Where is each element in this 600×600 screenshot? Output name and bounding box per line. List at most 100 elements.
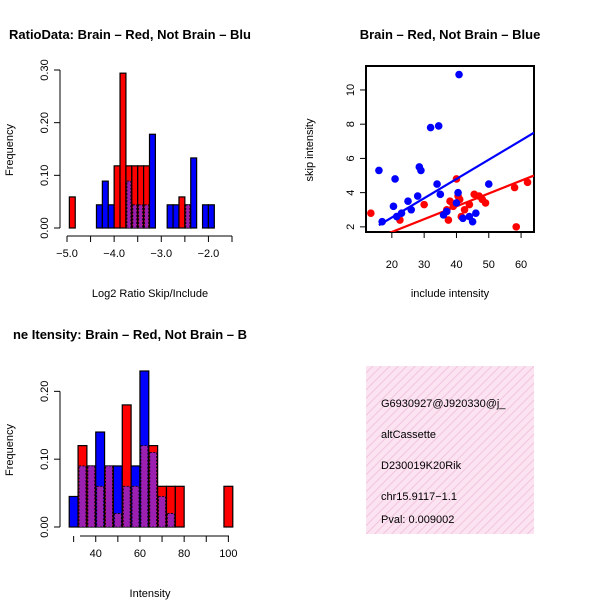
blue-point <box>417 166 425 175</box>
histogram-overlap-bar <box>140 445 149 528</box>
histogram-bar <box>166 204 174 229</box>
x-tick-label: −5.0 <box>56 248 78 260</box>
red-point <box>460 205 469 214</box>
blue-point <box>484 180 493 188</box>
x-tick-label: −2.0 <box>198 248 220 260</box>
blue-point <box>413 192 422 200</box>
histogram-bar <box>68 196 76 229</box>
histogram-bar <box>68 495 79 528</box>
y-tick-label: 0.10 <box>39 448 51 469</box>
ratio-histogram-xlabel: Log2 Ratio Skip/Include <box>92 288 208 300</box>
event-info-panel: G6930927@J920330@j_ altCassette D230019K… <box>366 366 534 534</box>
histogram-overlap-bar <box>114 513 122 528</box>
location-text: chr15.9117−1.1 <box>381 491 457 503</box>
histogram-bar <box>174 485 185 528</box>
y-tick-label: 2 <box>345 224 357 230</box>
x-tick-label: 40 <box>90 548 102 560</box>
red-point <box>523 178 532 187</box>
ratio-histogram-axes: 0.00 0.10 0.20 0.30 −5.0 −4.0 −3.0 −2.0 <box>39 59 233 260</box>
histogram-bar <box>201 204 210 229</box>
scatter-xlabel: include intensity <box>411 288 490 300</box>
blue-point <box>436 190 445 199</box>
histogram-overlap-bar <box>96 485 104 528</box>
red-point <box>420 200 428 209</box>
intensity-histogram-panel: ne Itensity: Brain – Red, Not Brain – B … <box>4 327 247 600</box>
y-tick-label: 8 <box>345 121 357 127</box>
red-point <box>367 209 375 217</box>
red-point <box>510 183 519 192</box>
blue-point <box>454 188 462 197</box>
x-tick-label: 30 <box>418 259 430 271</box>
histogram-bar <box>107 204 115 229</box>
histogram-bar <box>113 165 121 229</box>
scatter-plot-area: 20 30 40 50 60 2 4 6 8 10 <box>345 65 535 271</box>
histogram-overlap-bar <box>105 465 113 528</box>
histogram-overlap-bar <box>132 204 138 229</box>
y-tick-label: 0.30 <box>39 59 51 80</box>
histogram-bar <box>148 133 156 229</box>
red-point <box>444 216 453 224</box>
blue-point <box>459 214 467 223</box>
blue-point <box>433 180 441 188</box>
blue-point <box>397 209 406 217</box>
intensity-histogram-xlabel: Intensity <box>130 588 171 600</box>
blue-point <box>442 207 451 216</box>
histogram-overlap-bar <box>87 465 96 528</box>
histogram-overlap-bar <box>167 513 175 528</box>
histogram-bar <box>223 485 234 528</box>
blue-point <box>407 205 416 214</box>
blue-point <box>391 175 399 183</box>
blue-point <box>455 70 463 79</box>
blue-point <box>472 209 480 217</box>
event-info-background <box>366 366 534 534</box>
histogram-bar <box>119 72 127 229</box>
intensity-histogram-axes: 0.00 0.10 0.20 40 60 80 100 <box>39 381 238 560</box>
event-type-text: altCassette <box>381 429 436 441</box>
ratio-histogram-ylabel: Frequency <box>4 124 16 176</box>
y-tick-label: 0.00 <box>39 217 51 238</box>
histogram-overlap-bar <box>131 485 140 528</box>
histogram-overlap-bar <box>158 496 166 528</box>
ratio-histogram-title: RatioData: Brain – Red, Not Brain – Blu <box>9 27 251 42</box>
ratio-histogram-bars <box>68 72 215 229</box>
gene-name-text: D230019K20Rik <box>381 460 462 472</box>
scatter-ylabel: skip intensity <box>304 118 316 181</box>
red-point <box>512 223 521 231</box>
histogram-bar <box>101 180 109 229</box>
x-tick-label: 60 <box>515 259 527 271</box>
y-tick-label: 0.20 <box>39 381 51 402</box>
blue-point <box>375 166 383 175</box>
histogram-bar <box>190 157 198 229</box>
blue-point <box>452 199 461 207</box>
red-point <box>465 200 474 209</box>
scatter-panel: Brain – Red, Not Brain – Blue 20 30 40 50 60… <box>304 27 540 300</box>
x-tick-label: 80 <box>178 548 190 560</box>
intensity-histogram-ylabel: Frequency <box>4 424 16 476</box>
histogram-overlap-bar <box>138 204 144 229</box>
y-tick-label: 0.20 <box>39 112 51 133</box>
blue-point <box>404 197 412 205</box>
y-tick-label: 4 <box>345 190 357 196</box>
histogram-bar <box>172 204 180 229</box>
histogram-overlap-bar <box>126 180 132 229</box>
blue-point <box>426 123 435 132</box>
x-tick-label: 60 <box>134 548 146 560</box>
blue-point <box>389 202 398 211</box>
scatter-frame <box>365 65 535 233</box>
x-tick-label: 20 <box>386 259 398 271</box>
x-tick-label: 100 <box>219 548 237 560</box>
blue-point <box>468 217 477 226</box>
histogram-overlap-bar <box>144 204 149 229</box>
y-tick-label: 10 <box>345 84 357 96</box>
histogram-overlap-bar <box>185 204 191 229</box>
histogram-bar <box>178 196 186 229</box>
y-tick-label: 0.10 <box>39 165 51 186</box>
blue-fit-line <box>378 131 534 227</box>
histogram-bar <box>95 204 103 229</box>
scatter-title: Brain – Red, Not Brain – Blue <box>360 27 541 42</box>
y-tick-label: 0.00 <box>39 516 51 537</box>
x-tick-label: 40 <box>450 259 462 271</box>
intensity-histogram-bars <box>68 370 234 528</box>
histogram-overlap-bar <box>149 451 158 528</box>
